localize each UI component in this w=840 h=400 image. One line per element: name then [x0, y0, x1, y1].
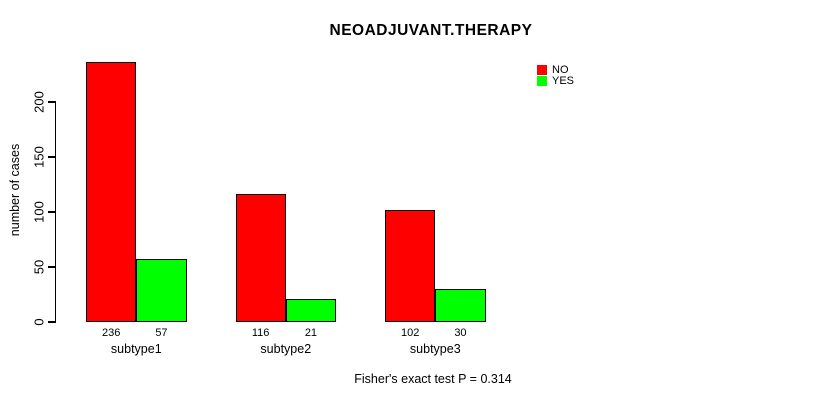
legend-label-yes: YES — [552, 75, 575, 88]
y-axis-title: number of cases — [8, 143, 22, 237]
y-tick-label-100: 100 — [31, 201, 47, 223]
y-tick-label-200: 200 — [31, 91, 47, 113]
bar-value-subtype3-no: 102 — [400, 326, 420, 339]
category-label-subtype1: subtype1 — [110, 342, 162, 356]
y-tick-label-0: 0 — [31, 318, 47, 326]
bar-subtype1-no — [86, 62, 137, 322]
category-label-subtype2: subtype2 — [260, 342, 312, 356]
legend-item-no: NO — [537, 64, 574, 76]
y-tick-50 — [48, 266, 55, 268]
y-tick-100 — [48, 211, 55, 213]
bar-value-subtype2-yes: 21 — [304, 326, 318, 339]
bar-value-subtype2-no: 116 — [251, 326, 270, 339]
legend: NO YES — [537, 64, 574, 87]
bar-subtype2-yes — [285, 298, 337, 322]
category-label-subtype3: subtype3 — [409, 342, 461, 356]
bar-subtype3-yes — [435, 289, 486, 322]
y-axis-line — [54, 101, 56, 323]
bar-subtype3-no — [385, 209, 436, 322]
bar-subtype2-no — [235, 194, 286, 322]
bar-value-subtype1-yes: 57 — [155, 326, 168, 339]
y-tick-200 — [48, 101, 55, 103]
chart-title: NEOADJUVANT.THERAPY — [329, 22, 533, 39]
y-tick-150 — [48, 156, 55, 158]
bar-value-subtype3-yes: 30 — [454, 326, 467, 339]
legend-swatch-yes-icon — [537, 76, 547, 87]
y-tick-label-50: 50 — [31, 259, 47, 275]
legend-label-no: NO — [552, 63, 569, 76]
bar-value-subtype1-no: 236 — [101, 326, 121, 339]
y-tick-label-150: 150 — [31, 146, 47, 168]
annotation-text: Fisher's exact test P = 0.314 — [354, 372, 512, 386]
y-tick-0 — [48, 321, 55, 323]
bar-subtype1-yes — [136, 259, 187, 322]
legend-swatch-no-icon — [537, 64, 547, 75]
legend-item-yes: YES — [537, 75, 575, 88]
